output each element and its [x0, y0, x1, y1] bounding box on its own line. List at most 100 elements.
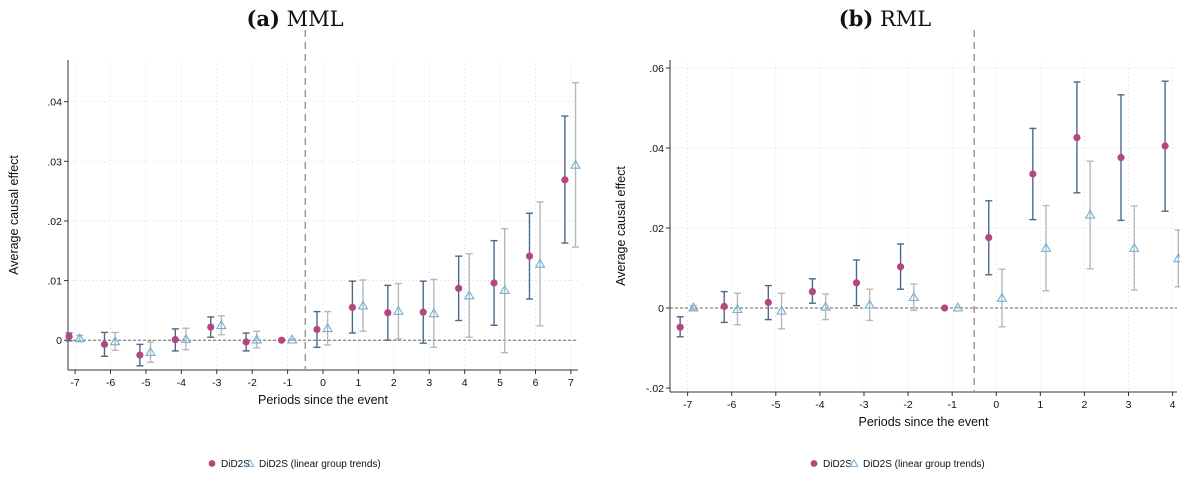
point-marker: [277, 336, 286, 344]
y-tick-label: .02: [649, 223, 664, 235]
y-tick-label: .03: [47, 156, 62, 168]
point-marker: [720, 302, 728, 310]
x-tick-label: -7: [683, 399, 692, 411]
y-tick-label: .02: [47, 216, 62, 228]
point-marker: [1161, 142, 1169, 150]
legend: DiD2S DiD2S (linear group trends): [208, 458, 381, 470]
series-did2s-linear-trends: [688, 160, 1180, 330]
x-tick-label: -2: [247, 377, 256, 389]
y-tick-label: .06: [649, 63, 664, 75]
point-marker: [180, 333, 192, 343]
y-tick-label: .04: [649, 143, 664, 155]
point-marker: [764, 298, 772, 306]
panel-a: -7 -6 -5 -4 -3 -2 -1 0 1 2 3 4 5 6 7 0 .01 .02 .03 .04 Perio…: [7, 30, 581, 470]
legend-marker-did2s: [810, 460, 818, 467]
point-marker: [136, 351, 144, 359]
point-marker: [207, 323, 215, 331]
point-marker: [1172, 252, 1180, 263]
point-marker: [676, 323, 684, 331]
x-tick-label: -1: [947, 399, 956, 411]
point-marker: [428, 307, 440, 318]
y-axis-title: Average causal effect: [614, 166, 628, 286]
point-marker: [896, 263, 905, 271]
point-marker: [1029, 170, 1037, 178]
point-marker: [145, 346, 156, 356]
legend-label-linear-trends: DiD2S (linear group trends): [259, 459, 381, 470]
x-tick-label: 6: [533, 377, 539, 389]
x-axis-title: Periods since the event: [258, 393, 388, 407]
panel-b-title-name: RML: [879, 7, 932, 31]
point-marker: [732, 303, 743, 314]
x-tick-label: -7: [70, 377, 79, 389]
legend-marker-linear-trends: [245, 458, 255, 467]
x-tick-label: 1: [355, 377, 361, 389]
x-tick-label: 7: [568, 377, 574, 389]
legend-label-did2s: DiD2S: [823, 459, 852, 470]
y-tick-label: .01: [47, 276, 62, 288]
point-marker: [74, 332, 86, 343]
x-tick-label: -6: [106, 377, 115, 389]
x-tick-label: 2: [1081, 399, 1087, 411]
x-tick-label: -6: [727, 399, 736, 411]
x-tick-label: 4: [1170, 399, 1176, 411]
panel-b: -7 -6 -5 -4 -3 -2 -1 0 1 2 3 4 -.02 0 .02 .04 .06 Periods…: [614, 30, 1180, 470]
x-tick-label: -5: [141, 377, 150, 389]
point-marker: [908, 291, 920, 302]
point-marker: [570, 159, 581, 169]
legend-label-did2s: DiD2S: [221, 459, 250, 470]
x-tick-label: 4: [462, 377, 468, 389]
point-marker: [357, 300, 369, 310]
series-did2s-linear-trends: [74, 81, 581, 363]
legend-label-linear-trends: DiD2S (linear group trends): [863, 459, 985, 470]
point-marker: [952, 302, 964, 312]
point-marker: [286, 334, 298, 344]
point-marker: [808, 288, 817, 296]
point-marker: [852, 279, 861, 287]
panel-a-title-letter: (a): [246, 6, 280, 31]
y-tick-label: .04: [47, 97, 62, 109]
point-marker: [1128, 242, 1140, 252]
x-tick-label: 1: [1037, 399, 1043, 411]
y-tick-label: -.02: [646, 383, 664, 395]
point-marker: [322, 322, 333, 333]
point-marker: [1117, 154, 1125, 162]
point-marker: [242, 338, 250, 346]
point-marker: [688, 302, 699, 312]
point-marker: [313, 325, 321, 334]
point-marker: [525, 252, 534, 260]
point-marker: [384, 309, 392, 317]
point-marker: [65, 333, 73, 341]
point-marker: [820, 301, 831, 311]
panel-b-title: (b) RML: [590, 6, 1180, 31]
x-axis-title: Periods since the event: [859, 415, 989, 429]
point-marker: [534, 258, 546, 268]
point-marker: [499, 284, 511, 294]
point-marker: [864, 299, 876, 309]
point-marker: [100, 340, 109, 348]
point-marker: [348, 303, 356, 312]
x-tick-label: -3: [859, 399, 868, 411]
x-tick-label: 0: [993, 399, 999, 411]
point-marker: [996, 292, 1008, 302]
x-tick-label: 0: [320, 377, 326, 389]
x-tick-label: -4: [815, 399, 824, 411]
x-tick-label: 3: [1126, 399, 1132, 411]
y-tick-label: 0: [56, 335, 62, 347]
x-tick-label: -2: [903, 399, 912, 411]
point-marker: [941, 304, 949, 312]
y-tick-label: 0: [658, 303, 664, 315]
x-tick-label: -3: [212, 377, 221, 389]
point-marker: [455, 284, 463, 292]
point-marker: [490, 279, 498, 287]
point-marker: [419, 308, 427, 316]
point-marker: [776, 305, 787, 315]
point-marker: [216, 319, 227, 330]
point-marker: [1073, 134, 1081, 142]
x-tick-label: -1: [283, 377, 292, 389]
point-marker: [1040, 242, 1052, 252]
point-marker: [393, 305, 404, 315]
point-marker: [985, 234, 993, 242]
x-tick-label: -5: [771, 399, 780, 411]
x-tick-label: -4: [177, 377, 186, 389]
